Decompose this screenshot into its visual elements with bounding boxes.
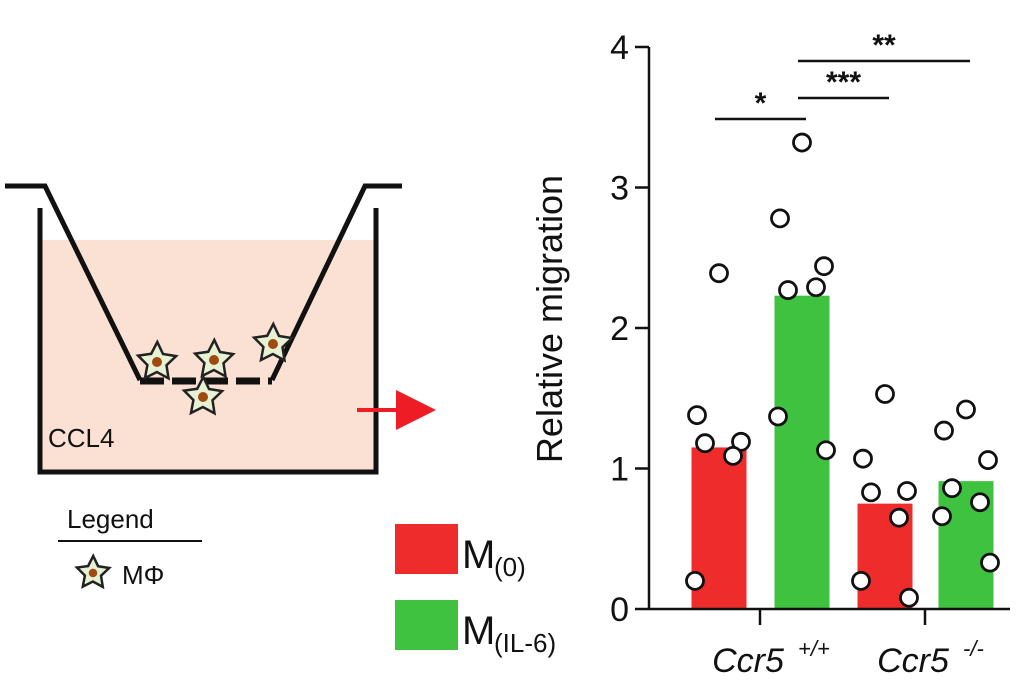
- data-point: [851, 571, 871, 591]
- data-point: [934, 420, 954, 441]
- y-axis-title: Relative migration: [529, 175, 570, 463]
- macrophage-cell: [181, 374, 225, 416]
- cell-nucleus: [198, 392, 208, 402]
- macrophage-legend-icon: [74, 553, 112, 590]
- macrophage-cells: [135, 321, 295, 416]
- y-tick-label: 1: [610, 451, 629, 489]
- data-point: [723, 445, 743, 466]
- macrophage-cell: [135, 339, 179, 381]
- significance-brackets: ******: [715, 29, 970, 121]
- y-tick-label: 0: [610, 591, 629, 629]
- data-point: [814, 256, 834, 277]
- macrophage-cell: [192, 337, 236, 379]
- diagram-legend-title: Legend: [67, 504, 154, 534]
- legend-swatch: [395, 600, 458, 650]
- data-point: [889, 507, 909, 528]
- x-category-superscript: +/+: [798, 636, 830, 661]
- data-point: [709, 263, 729, 284]
- legend-label: M: [462, 533, 495, 577]
- data-point: [770, 208, 790, 229]
- legend-label: M: [462, 609, 495, 653]
- data-point: [792, 132, 812, 153]
- y-tick-label: 3: [610, 170, 629, 208]
- y-tick-label: 2: [610, 310, 629, 348]
- well-outline: [37, 208, 379, 475]
- data-point: [695, 433, 715, 454]
- data-point: [853, 448, 873, 469]
- data-point: [978, 450, 998, 470]
- data-point: [687, 405, 707, 426]
- macrophage-cell: [251, 321, 295, 363]
- y-tick-label: 4: [610, 29, 629, 67]
- x-category-label: Ccr5: [712, 642, 784, 680]
- medium-label: CCL4: [48, 423, 114, 453]
- significance-label: **: [872, 29, 896, 62]
- legend-swatch: [395, 524, 458, 574]
- macrophage-icon: [74, 553, 112, 590]
- data-point: [778, 280, 798, 300]
- data-point: [942, 478, 962, 499]
- x-axis: Ccr5 +/+ Ccr5 -/-: [649, 607, 1010, 680]
- chart-legend: M(0)M(IL-6): [395, 524, 556, 658]
- legend-label-subscript: (0): [494, 552, 526, 582]
- data-point: [899, 587, 919, 608]
- data-point: [956, 399, 976, 420]
- data-point: [816, 440, 836, 461]
- data-point: [897, 481, 917, 501]
- x-category-label: Ccr5: [877, 642, 949, 680]
- data-point: [685, 571, 705, 591]
- x-category-superscript: -/-: [963, 636, 984, 661]
- cell-nucleus: [88, 568, 98, 578]
- transwell-diagram: CCL4 Legend MΦ: [5, 183, 436, 590]
- data-point: [861, 482, 881, 503]
- data-point: [970, 492, 990, 513]
- cell-nucleus: [209, 355, 219, 365]
- legend-label-subscript: (IL-6): [494, 628, 556, 658]
- data-point: [875, 384, 895, 404]
- cell-nucleus: [152, 357, 162, 367]
- insert-outline: [5, 183, 402, 382]
- y-axis: 0 1 2 3 4: [610, 29, 651, 629]
- bars: [691, 295, 994, 609]
- data-point: [932, 506, 952, 527]
- significance-label: *: [755, 87, 767, 120]
- data-point: [806, 277, 826, 298]
- migration-arrow-head: [396, 390, 436, 430]
- data-point: [980, 552, 1000, 573]
- significance-label: ***: [826, 66, 861, 99]
- data-points: [685, 132, 1000, 608]
- macrophage-label: MΦ: [122, 560, 164, 590]
- cell-nucleus: [268, 339, 278, 349]
- data-point: [768, 406, 788, 427]
